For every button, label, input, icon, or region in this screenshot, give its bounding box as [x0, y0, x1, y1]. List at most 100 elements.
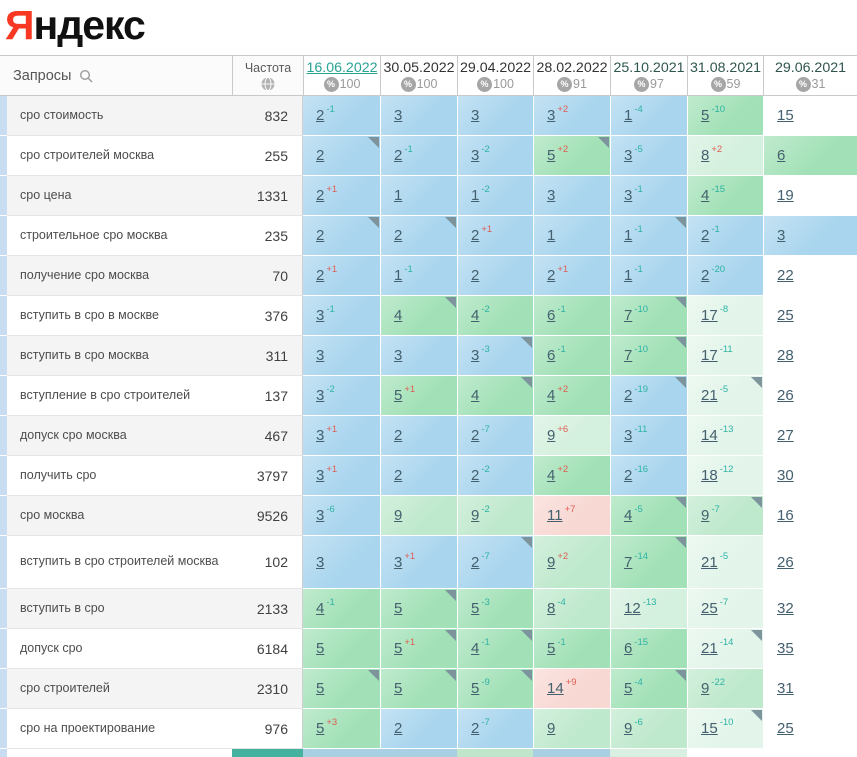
position-link[interactable]: 3: [471, 147, 480, 164]
position-link[interactable]: 1: [624, 107, 633, 124]
query-cell[interactable]: вступить в сро в москве: [7, 296, 232, 336]
position-link[interactable]: 1: [624, 227, 633, 244]
row-select-strip[interactable]: [0, 176, 7, 216]
position-link[interactable]: 22: [777, 267, 794, 284]
row-select-strip[interactable]: [0, 456, 7, 496]
position-link[interactable]: 9: [701, 507, 710, 524]
position-link[interactable]: 1: [394, 267, 403, 284]
query-cell[interactable]: сро цена: [7, 176, 232, 216]
position-link[interactable]: 5: [701, 107, 710, 124]
position-link[interactable]: 17: [701, 307, 718, 324]
query-cell[interactable]: вступить в сро строителей москва: [7, 536, 232, 589]
position-link[interactable]: 6: [777, 147, 786, 164]
query-cell[interactable]: сро москва: [7, 496, 232, 536]
position-link[interactable]: 30: [777, 467, 794, 484]
position-link[interactable]: 2: [471, 267, 480, 284]
position-link[interactable]: 2: [394, 147, 403, 164]
position-link[interactable]: 7: [624, 553, 633, 571]
position-link[interactable]: 2: [471, 467, 480, 484]
position-link[interactable]: 9: [547, 720, 556, 737]
position-link[interactable]: 2: [316, 227, 325, 244]
position-link[interactable]: 15: [701, 720, 718, 737]
position-link[interactable]: 2: [394, 467, 403, 484]
position-link[interactable]: 11: [547, 507, 563, 524]
position-link[interactable]: 26: [777, 387, 794, 404]
query-cell[interactable]: допуск сро: [7, 629, 232, 669]
position-link[interactable]: 2: [471, 427, 480, 444]
position-link[interactable]: 9: [624, 720, 633, 737]
position-link[interactable]: 6: [624, 640, 633, 657]
position-link[interactable]: 16: [777, 507, 794, 524]
position-link[interactable]: 4: [316, 600, 325, 617]
query-cell[interactable]: допуск сро москва: [7, 416, 232, 456]
position-link[interactable]: 9: [547, 427, 556, 444]
query-cell[interactable]: вступление в сро строителей: [7, 376, 232, 416]
position-link[interactable]: 3: [624, 187, 633, 204]
position-link[interactable]: 3: [394, 347, 403, 364]
row-select-strip[interactable]: [0, 336, 7, 376]
position-link[interactable]: 4: [471, 640, 480, 657]
position-link[interactable]: 25: [777, 720, 794, 737]
position-link[interactable]: 5: [624, 680, 633, 697]
position-link[interactable]: 1: [624, 267, 633, 284]
position-link[interactable]: 25: [701, 600, 718, 617]
position-link[interactable]: 5: [394, 387, 403, 404]
position-link[interactable]: 5: [394, 600, 403, 617]
position-link[interactable]: 3: [394, 553, 403, 571]
position-link[interactable]: 1: [471, 187, 480, 204]
position-link[interactable]: 3: [316, 427, 325, 444]
row-select-strip[interactable]: [0, 216, 7, 256]
position-link[interactable]: 25: [777, 307, 794, 324]
position-link[interactable]: 9: [394, 507, 403, 524]
position-link[interactable]: 3: [471, 107, 480, 124]
row-select-strip[interactable]: [0, 96, 7, 136]
position-link[interactable]: 19: [777, 187, 794, 204]
position-link[interactable]: 3: [547, 187, 556, 204]
position-link[interactable]: 4: [701, 187, 710, 204]
position-link[interactable]: 3: [547, 107, 556, 124]
position-link[interactable]: 18: [701, 467, 718, 484]
date-link[interactable]: 25.10.2021: [613, 59, 685, 76]
position-link[interactable]: 5: [547, 640, 556, 657]
position-link[interactable]: 2: [394, 720, 403, 737]
row-select-strip[interactable]: [0, 376, 7, 416]
date-link[interactable]: 29.04.2022: [459, 59, 531, 76]
position-link[interactable]: 4: [547, 467, 556, 484]
position-link[interactable]: 3: [316, 553, 325, 571]
position-link[interactable]: 2: [316, 187, 325, 204]
position-link[interactable]: 5: [394, 640, 403, 657]
position-link[interactable]: 2: [471, 720, 480, 737]
row-select-strip[interactable]: [0, 416, 7, 456]
position-link[interactable]: 21: [701, 387, 718, 404]
position-link[interactable]: 5: [316, 680, 325, 697]
position-link[interactable]: 7: [624, 347, 633, 364]
row-select-strip[interactable]: [0, 589, 7, 629]
position-link[interactable]: 9: [701, 680, 710, 697]
row-select-strip[interactable]: [0, 669, 7, 709]
position-link[interactable]: 3: [316, 507, 325, 524]
position-link[interactable]: 3: [316, 467, 325, 484]
query-cell[interactable]: сро строителей москва: [7, 136, 232, 176]
query-cell[interactable]: вступить в сро москва: [7, 336, 232, 376]
query-cell[interactable]: получить сро: [7, 456, 232, 496]
row-select-strip[interactable]: [0, 709, 7, 749]
position-link[interactable]: 17: [701, 347, 718, 364]
date-link[interactable]: 29.06.2021: [774, 59, 846, 76]
position-link[interactable]: 3: [471, 347, 480, 364]
position-link[interactable]: 8: [701, 147, 710, 164]
position-link[interactable]: 1: [547, 227, 556, 244]
position-link[interactable]: 5: [394, 680, 403, 697]
position-link[interactable]: 2: [316, 107, 325, 124]
position-link[interactable]: 4: [471, 307, 480, 324]
position-link[interactable]: 21: [701, 640, 718, 657]
row-select-strip[interactable]: [0, 496, 7, 536]
position-link[interactable]: 31: [777, 680, 794, 697]
position-link[interactable]: 3: [777, 227, 786, 244]
position-link[interactable]: 3: [316, 347, 325, 364]
position-link[interactable]: 6: [547, 347, 556, 364]
position-link[interactable]: 4: [547, 387, 556, 404]
position-link[interactable]: 2: [624, 387, 633, 404]
position-link[interactable]: 2: [316, 267, 325, 284]
position-link[interactable]: 5: [316, 640, 325, 657]
position-link[interactable]: 2: [316, 147, 325, 164]
